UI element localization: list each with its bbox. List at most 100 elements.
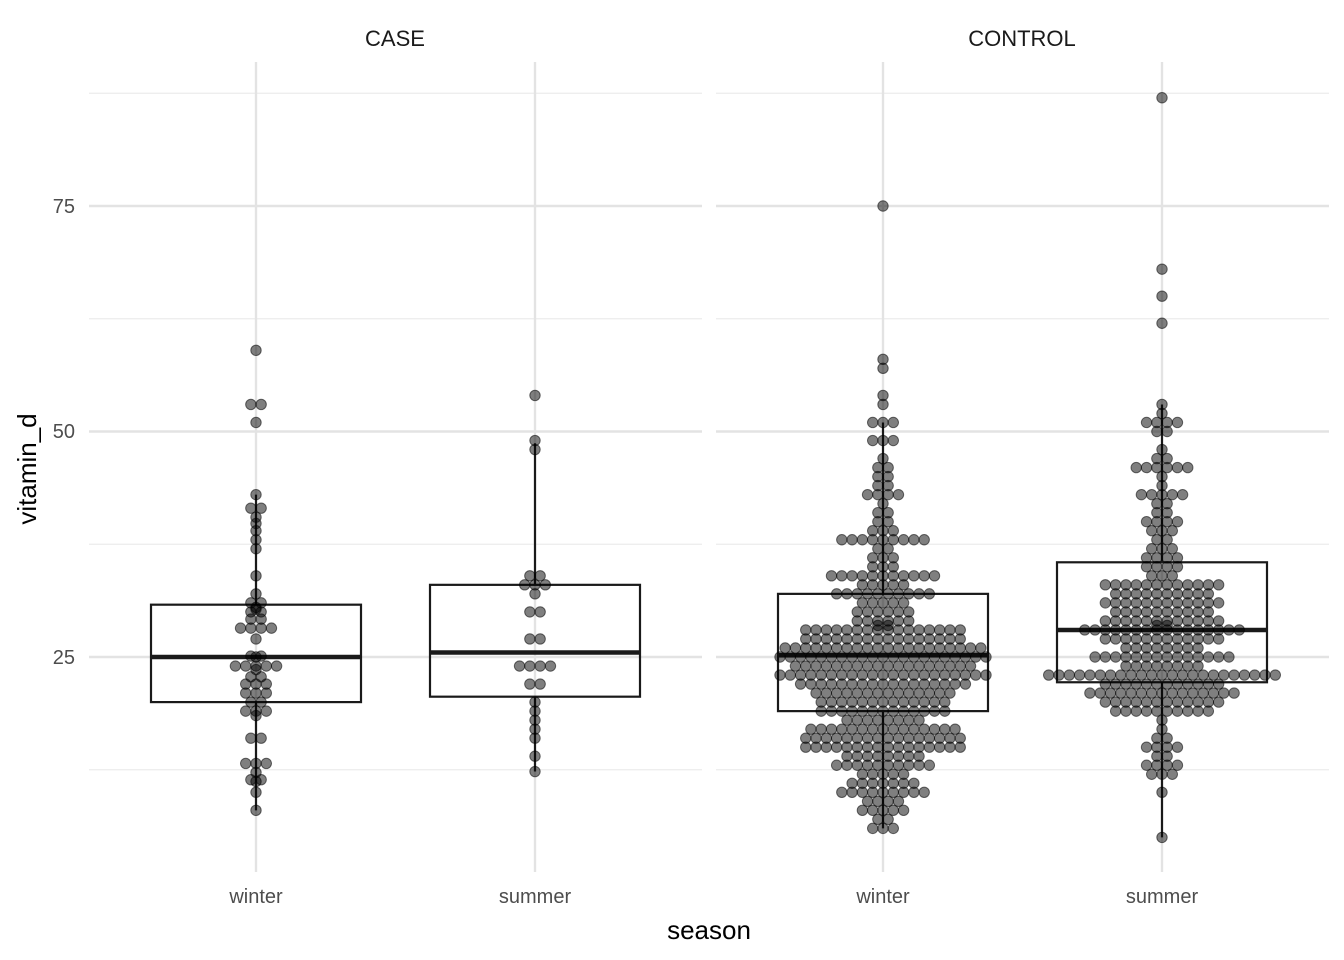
data-point xyxy=(1166,768,1179,780)
data-point xyxy=(1156,398,1168,411)
data-point xyxy=(1212,615,1225,627)
data-point xyxy=(980,651,992,663)
data-point xyxy=(789,642,802,654)
data-point xyxy=(539,579,551,591)
data-point xyxy=(1161,619,1173,632)
data-point xyxy=(534,570,546,582)
data-point xyxy=(1099,615,1112,627)
data-point xyxy=(830,588,843,600)
data-point xyxy=(944,687,956,699)
data-point xyxy=(882,461,894,474)
data-point xyxy=(1156,263,1168,275)
data-point xyxy=(1104,669,1117,681)
data-point xyxy=(270,660,283,672)
data-point xyxy=(1140,416,1153,429)
data-point xyxy=(949,723,961,735)
data-point xyxy=(1099,579,1112,591)
x-tick-label-control-winter: winter xyxy=(855,886,910,908)
data-point xyxy=(841,588,853,600)
data-point xyxy=(1084,669,1096,681)
data-point xyxy=(1094,669,1106,681)
data-point xyxy=(1171,552,1184,564)
data-point xyxy=(1218,669,1230,681)
y-tick-label-50: 50 xyxy=(53,421,75,443)
data-point xyxy=(529,389,541,402)
data-point xyxy=(939,696,951,708)
data-point xyxy=(980,669,992,681)
data-point xyxy=(882,813,894,826)
data-point xyxy=(250,603,262,615)
data-point xyxy=(1212,696,1225,708)
data-point xyxy=(524,678,536,690)
data-point xyxy=(1079,624,1091,636)
data-point xyxy=(529,765,541,778)
data-point xyxy=(260,660,272,672)
data-point xyxy=(1171,416,1184,429)
data-point xyxy=(1073,669,1086,681)
data-point xyxy=(260,757,272,770)
data-point xyxy=(836,786,848,798)
data-point xyxy=(887,822,899,835)
data-point xyxy=(856,534,869,546)
data-point xyxy=(877,452,889,465)
data-point xyxy=(1140,741,1153,753)
data-point xyxy=(836,570,848,582)
data-point xyxy=(892,795,905,808)
data-point xyxy=(529,434,541,447)
data-point xyxy=(1109,651,1122,663)
x-tick-label-control-summer: summer xyxy=(1126,886,1199,908)
y-axis-title: vitamin_d xyxy=(12,413,42,524)
data-point xyxy=(1156,443,1168,456)
data-point xyxy=(250,570,262,582)
data-point xyxy=(779,642,791,654)
data-point xyxy=(1156,714,1168,726)
data-point xyxy=(867,416,879,429)
data-point xyxy=(830,624,843,636)
data-point xyxy=(255,398,267,411)
data-point xyxy=(908,777,920,789)
data-point xyxy=(534,678,546,690)
data-point xyxy=(529,696,541,708)
data-point xyxy=(245,398,257,411)
data-point xyxy=(1223,651,1235,663)
x-axis-title: season xyxy=(667,915,751,945)
data-point xyxy=(1228,687,1240,699)
data-point xyxy=(887,434,899,447)
data-point xyxy=(1212,678,1225,690)
data-point xyxy=(1089,651,1101,663)
data-point xyxy=(810,624,822,636)
data-point xyxy=(1161,452,1173,465)
data-point xyxy=(836,534,848,546)
data-point xyxy=(830,759,843,771)
data-point xyxy=(534,660,546,672)
data-point xyxy=(882,619,894,632)
data-point xyxy=(1269,669,1282,681)
data-point xyxy=(250,775,262,788)
data-point xyxy=(928,570,941,582)
data-point xyxy=(250,588,262,600)
data-point xyxy=(1089,624,1101,636)
data-point xyxy=(825,723,838,735)
data-point xyxy=(1161,497,1173,510)
data-point xyxy=(774,669,786,681)
data-point xyxy=(846,570,858,582)
data-point xyxy=(529,750,541,762)
data-point xyxy=(1156,317,1168,329)
data-point xyxy=(1120,579,1132,591)
data-point xyxy=(913,588,925,600)
data-point xyxy=(800,624,812,636)
data-point xyxy=(229,660,242,672)
data-point xyxy=(1171,741,1184,753)
data-point xyxy=(903,606,915,618)
data-point xyxy=(892,488,905,501)
data-point xyxy=(867,434,879,447)
data-point xyxy=(1156,92,1168,104)
data-point xyxy=(877,497,889,510)
data-point xyxy=(250,517,262,530)
data-point xyxy=(255,732,267,744)
data-point xyxy=(1259,669,1271,681)
data-point xyxy=(928,723,941,735)
data-point xyxy=(250,709,262,722)
data-point xyxy=(524,660,536,672)
